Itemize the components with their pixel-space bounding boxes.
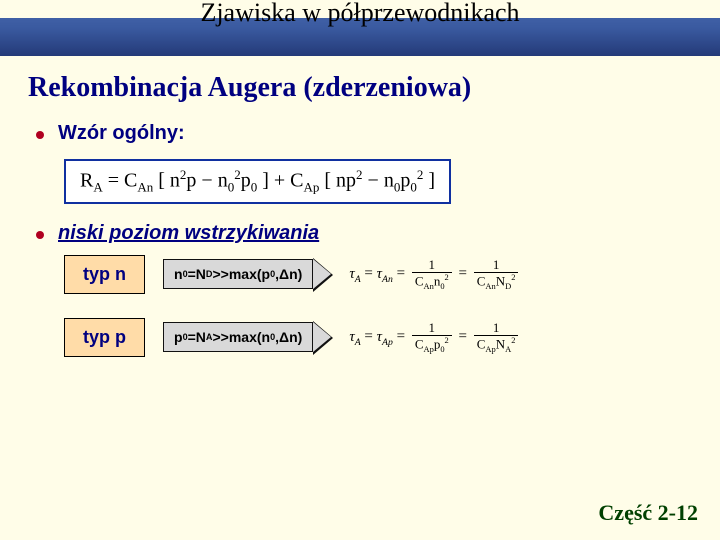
- type-p-box: typ p: [64, 318, 145, 357]
- condition-n-text: n0=ND>>max(p0,Δn): [163, 259, 313, 289]
- tau-p-formula: τA = τAp = 1CApp02 = 1CApNA2: [349, 321, 521, 353]
- bullet-general: Wzór ogólny:: [28, 122, 692, 145]
- condition-n-arrow: n0=ND>>max(p0,Δn): [163, 259, 331, 289]
- formula-main: RA = CAn [ n2p − n02p0 ] + CAp [ np2 − n…: [64, 159, 451, 204]
- slide-footer: Część 2-12: [598, 500, 698, 526]
- row-type-p: typ p p0=NA>>max(n0,Δn) τA = τAp = 1CApp…: [64, 318, 692, 357]
- title-bar: Zjawiska w półprzewodnikach: [0, 0, 720, 56]
- type-n-box: typ n: [64, 255, 145, 294]
- bullet-injection: niski poziom wstrzykiwania: [28, 222, 692, 245]
- condition-p-text: p0=NA>>max(n0,Δn): [163, 322, 313, 352]
- slide-title: Zjawiska w półprzewodnikach: [200, 0, 519, 28]
- bullet-general-label: Wzór ogólny:: [58, 122, 185, 145]
- section-heading: Rekombinacja Augera (zderzeniowa): [28, 72, 692, 104]
- condition-p-arrow: p0=NA>>max(n0,Δn): [163, 322, 331, 352]
- slide-content: Rekombinacja Augera (zderzeniowa) Wzór o…: [0, 56, 720, 540]
- tau-n-formula: τA = τAn = 1CAnn02 = 1CAnND2: [349, 258, 521, 290]
- bullet-icon: [36, 231, 44, 239]
- bullet-injection-label: niski poziom wstrzykiwania: [58, 222, 319, 245]
- row-type-n: typ n n0=ND>>max(p0,Δn) τA = τAn = 1CAnn…: [64, 255, 692, 294]
- bullet-icon: [36, 131, 44, 139]
